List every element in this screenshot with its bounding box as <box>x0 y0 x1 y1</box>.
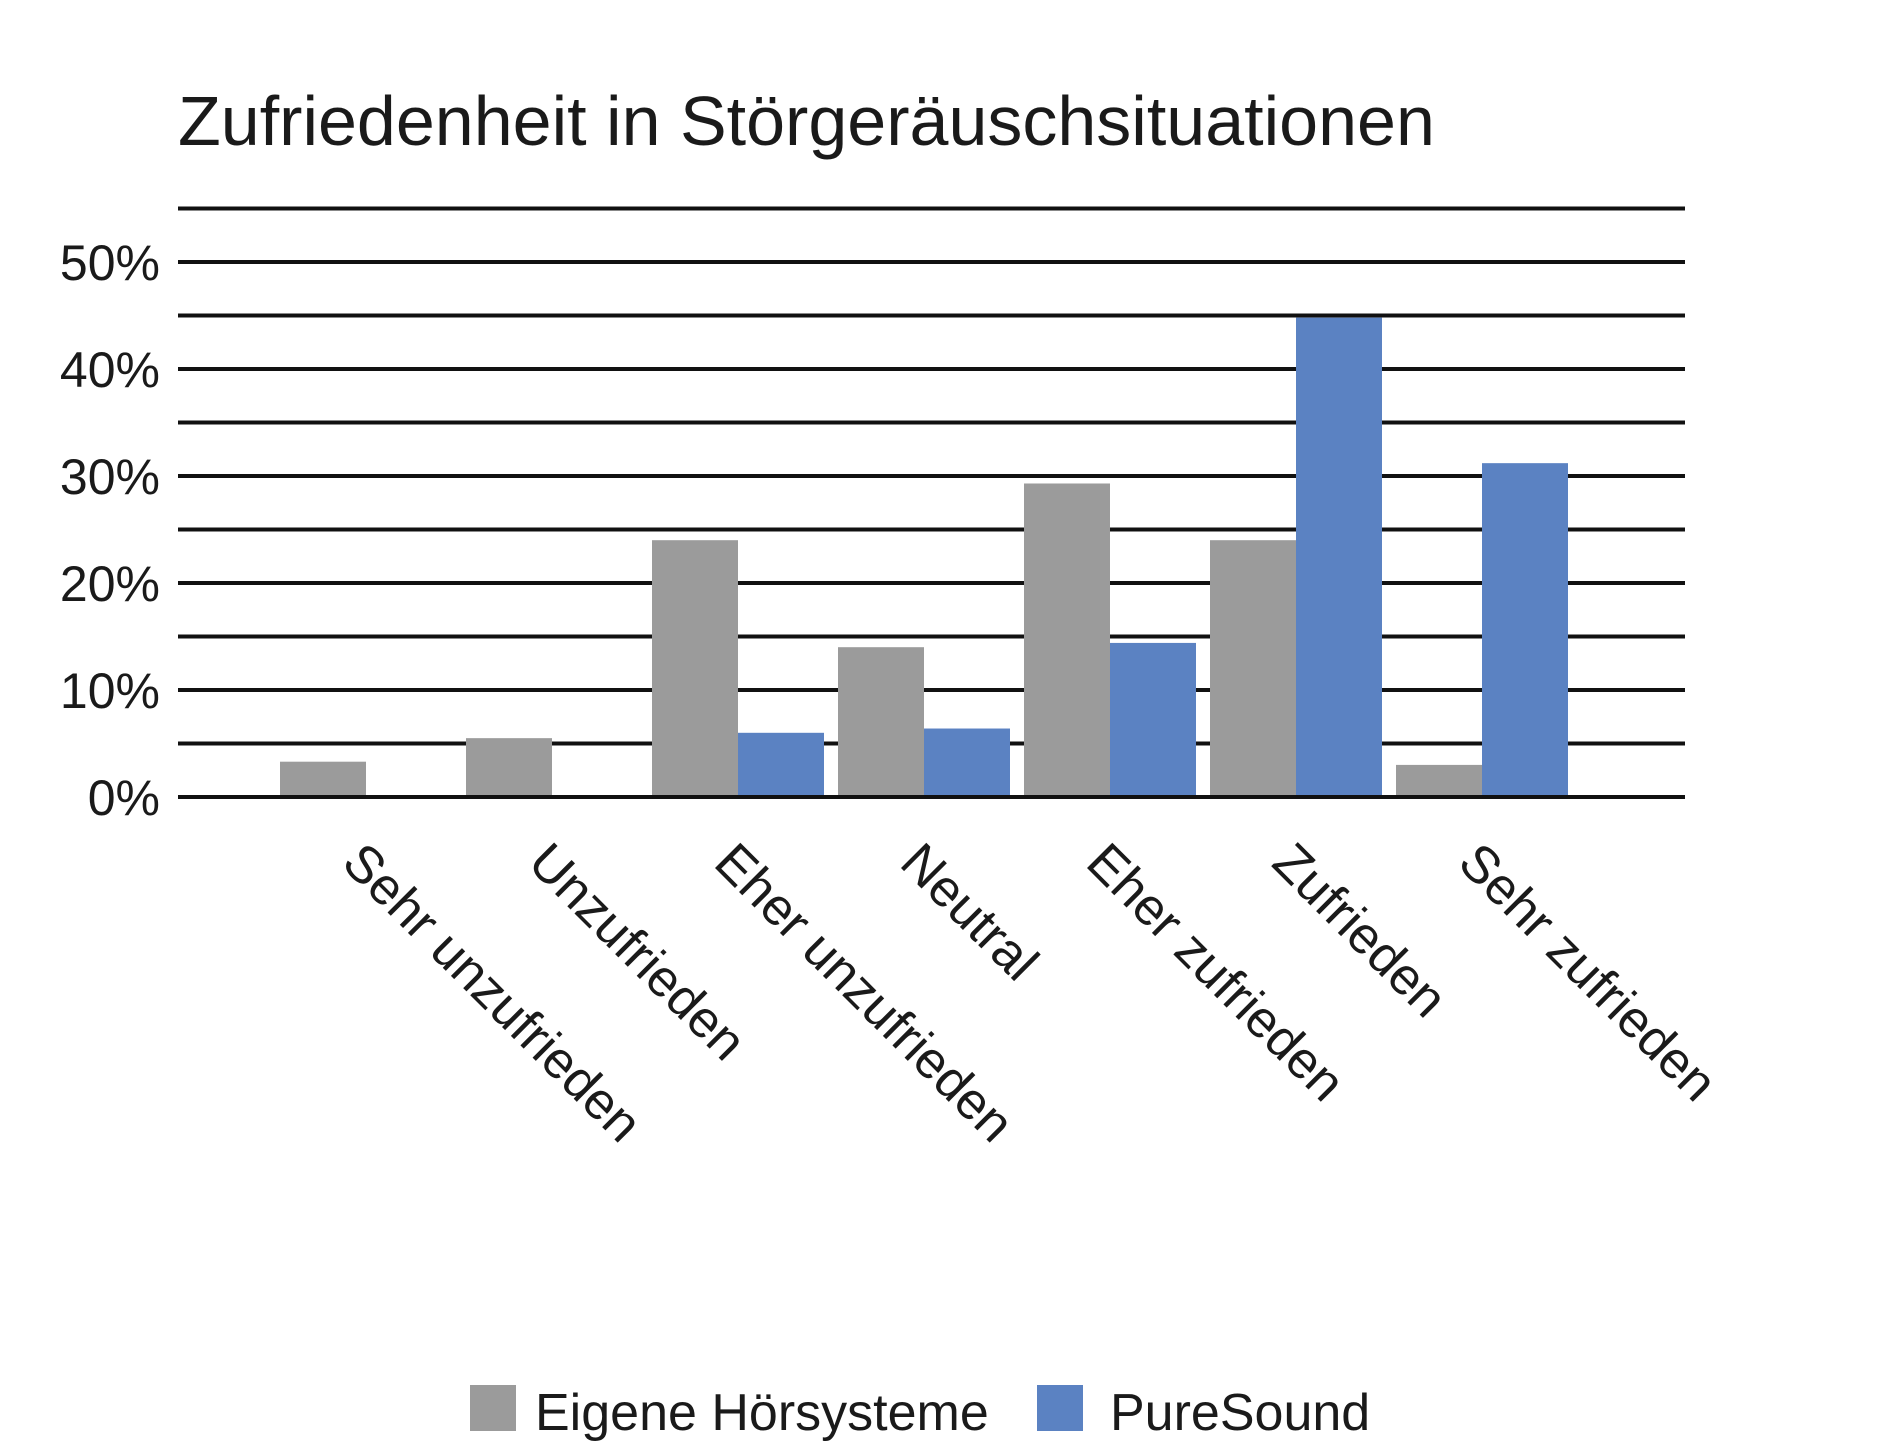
bar-eigene-6 <box>1396 764 1482 795</box>
bar-puresound-6 <box>1482 463 1568 795</box>
legend-swatch-eigene <box>470 1385 516 1431</box>
y-axis-ticks: 0% 10% 20% 30% 40% 50% <box>60 235 160 826</box>
bar-eigene-2 <box>652 540 738 795</box>
y-tick-label: 10% <box>60 663 160 719</box>
category-label: Zufrieden <box>1262 832 1458 1028</box>
category-label: Neutral <box>890 832 1050 992</box>
bar-eigene-5 <box>1210 540 1296 795</box>
y-tick-label: 20% <box>60 556 160 612</box>
legend-label-eigene: Eigene Hörsysteme <box>535 1384 989 1441</box>
bar-puresound-4 <box>1110 642 1196 795</box>
legend-label-puresound: PureSound <box>1110 1384 1370 1441</box>
bar-eigene-3 <box>838 647 924 795</box>
bars <box>280 317 1568 795</box>
chart-title: Zufriedenheit in Störgeräuschsituationen <box>178 82 1435 160</box>
y-tick-label: 40% <box>60 342 160 398</box>
gridlines <box>178 206 1685 799</box>
y-tick-label: 0% <box>88 770 160 826</box>
bar-eigene-0 <box>280 761 366 795</box>
y-tick-label: 30% <box>60 449 160 505</box>
category-label: Sehr zufrieden <box>1448 832 1728 1112</box>
legend-swatch-puresound <box>1037 1385 1083 1431</box>
legend: Eigene Hörsysteme PureSound <box>470 1384 1370 1441</box>
bar-eigene-4 <box>1024 483 1110 795</box>
bar-puresound-5 <box>1296 317 1382 795</box>
bar-eigene-1 <box>466 738 552 795</box>
bar-puresound-3 <box>924 728 1010 795</box>
bar-puresound-2 <box>738 732 824 795</box>
y-tick-label: 50% <box>60 235 160 291</box>
